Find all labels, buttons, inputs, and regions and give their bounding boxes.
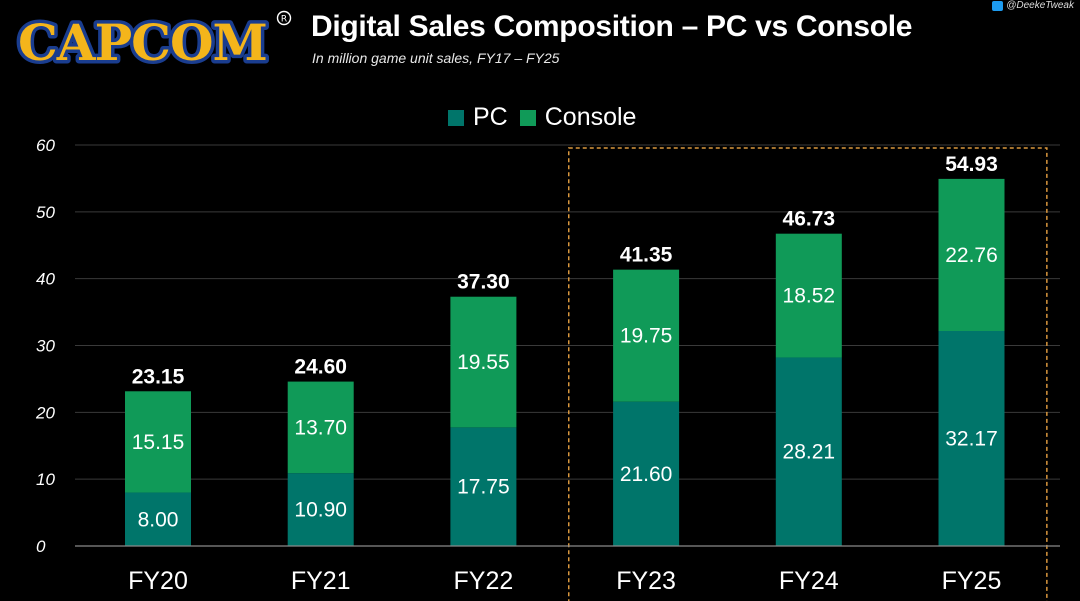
x-tick-label: FY22	[454, 567, 514, 595]
x-tick-label: FY20	[128, 567, 188, 595]
highlight-box	[568, 147, 1048, 601]
y-tick-label: 40	[36, 270, 55, 289]
legend-item-pc: PC	[448, 103, 508, 132]
data-label-console: 18.52	[783, 285, 836, 308]
data-label-pc: 21.60	[620, 463, 673, 486]
bar-pc-fy25	[938, 330, 1005, 546]
bar-console-fy24	[775, 233, 842, 358]
legend-item-console: Console	[519, 103, 637, 132]
data-label-console: 15.15	[132, 431, 185, 454]
bar-pc-fy21	[287, 473, 354, 546]
bar-pc-fy20	[125, 492, 191, 546]
data-label-pc: 32.17	[945, 427, 998, 450]
credit-handle: @DeekeTweak	[1006, 0, 1074, 11]
y-tick-label: 10	[36, 470, 55, 489]
svg-text:CAPCOM: CAPCOM	[18, 13, 267, 72]
total-label: 54.93	[945, 153, 998, 176]
y-tick-label: 0	[36, 537, 46, 556]
data-label-console: 19.75	[620, 325, 673, 348]
bar-console-fy20	[125, 391, 191, 493]
total-label: 46.73	[783, 208, 836, 231]
data-label-pc: 17.75	[457, 476, 510, 499]
data-label-pc: 10.90	[294, 499, 347, 522]
total-label: 37.30	[457, 271, 510, 294]
legend-swatch-console	[519, 109, 536, 126]
total-label: 41.35	[620, 244, 673, 267]
y-tick-label: 30	[36, 337, 55, 356]
bar-pc-fy22	[450, 427, 517, 546]
data-label-pc: 8.00	[138, 508, 179, 531]
y-tick-label: 50	[36, 203, 55, 222]
legend-label-console: Console	[544, 103, 637, 131]
capcom-logo: CAPCOM CAPCOM R	[15, 10, 292, 72]
total-label: 23.15	[132, 365, 185, 388]
x-tick-label: FY21	[291, 567, 351, 595]
x-tick-label: FY25	[942, 567, 1002, 595]
y-tick-label: 60	[36, 136, 55, 155]
x-tick-label: FY24	[779, 567, 839, 595]
data-label-console: 19.55	[457, 351, 510, 374]
bar-pc-fy23	[613, 401, 680, 546]
svg-text:R: R	[281, 15, 287, 25]
chart-title: Digital Sales Composition – PC vs Consol…	[311, 10, 913, 43]
legend-label-pc: PC	[473, 103, 508, 131]
twitter-icon	[992, 0, 1004, 11]
bar-console-fy23	[613, 269, 680, 402]
total-label: 24.60	[294, 356, 347, 379]
legend-swatch-pc	[448, 109, 464, 126]
credit: @DeekeTweak	[992, 0, 1074, 11]
bar-pc-fy24	[775, 357, 842, 546]
bar-console-fy25	[938, 178, 1005, 331]
x-tick-label: FY23	[616, 567, 676, 595]
svg-text:CAPCOM: CAPCOM	[18, 13, 267, 72]
legend: PC Console	[448, 103, 648, 132]
chart-subtitle: In million game unit sales, FY17 – FY25	[312, 50, 560, 66]
data-label-console: 22.76	[945, 244, 998, 267]
bar-console-fy22	[450, 296, 517, 428]
data-label-console: 13.70	[294, 416, 347, 439]
y-tick-label: 20	[35, 403, 55, 422]
data-label-pc: 28.21	[783, 441, 836, 464]
bar-console-fy21	[287, 381, 354, 474]
